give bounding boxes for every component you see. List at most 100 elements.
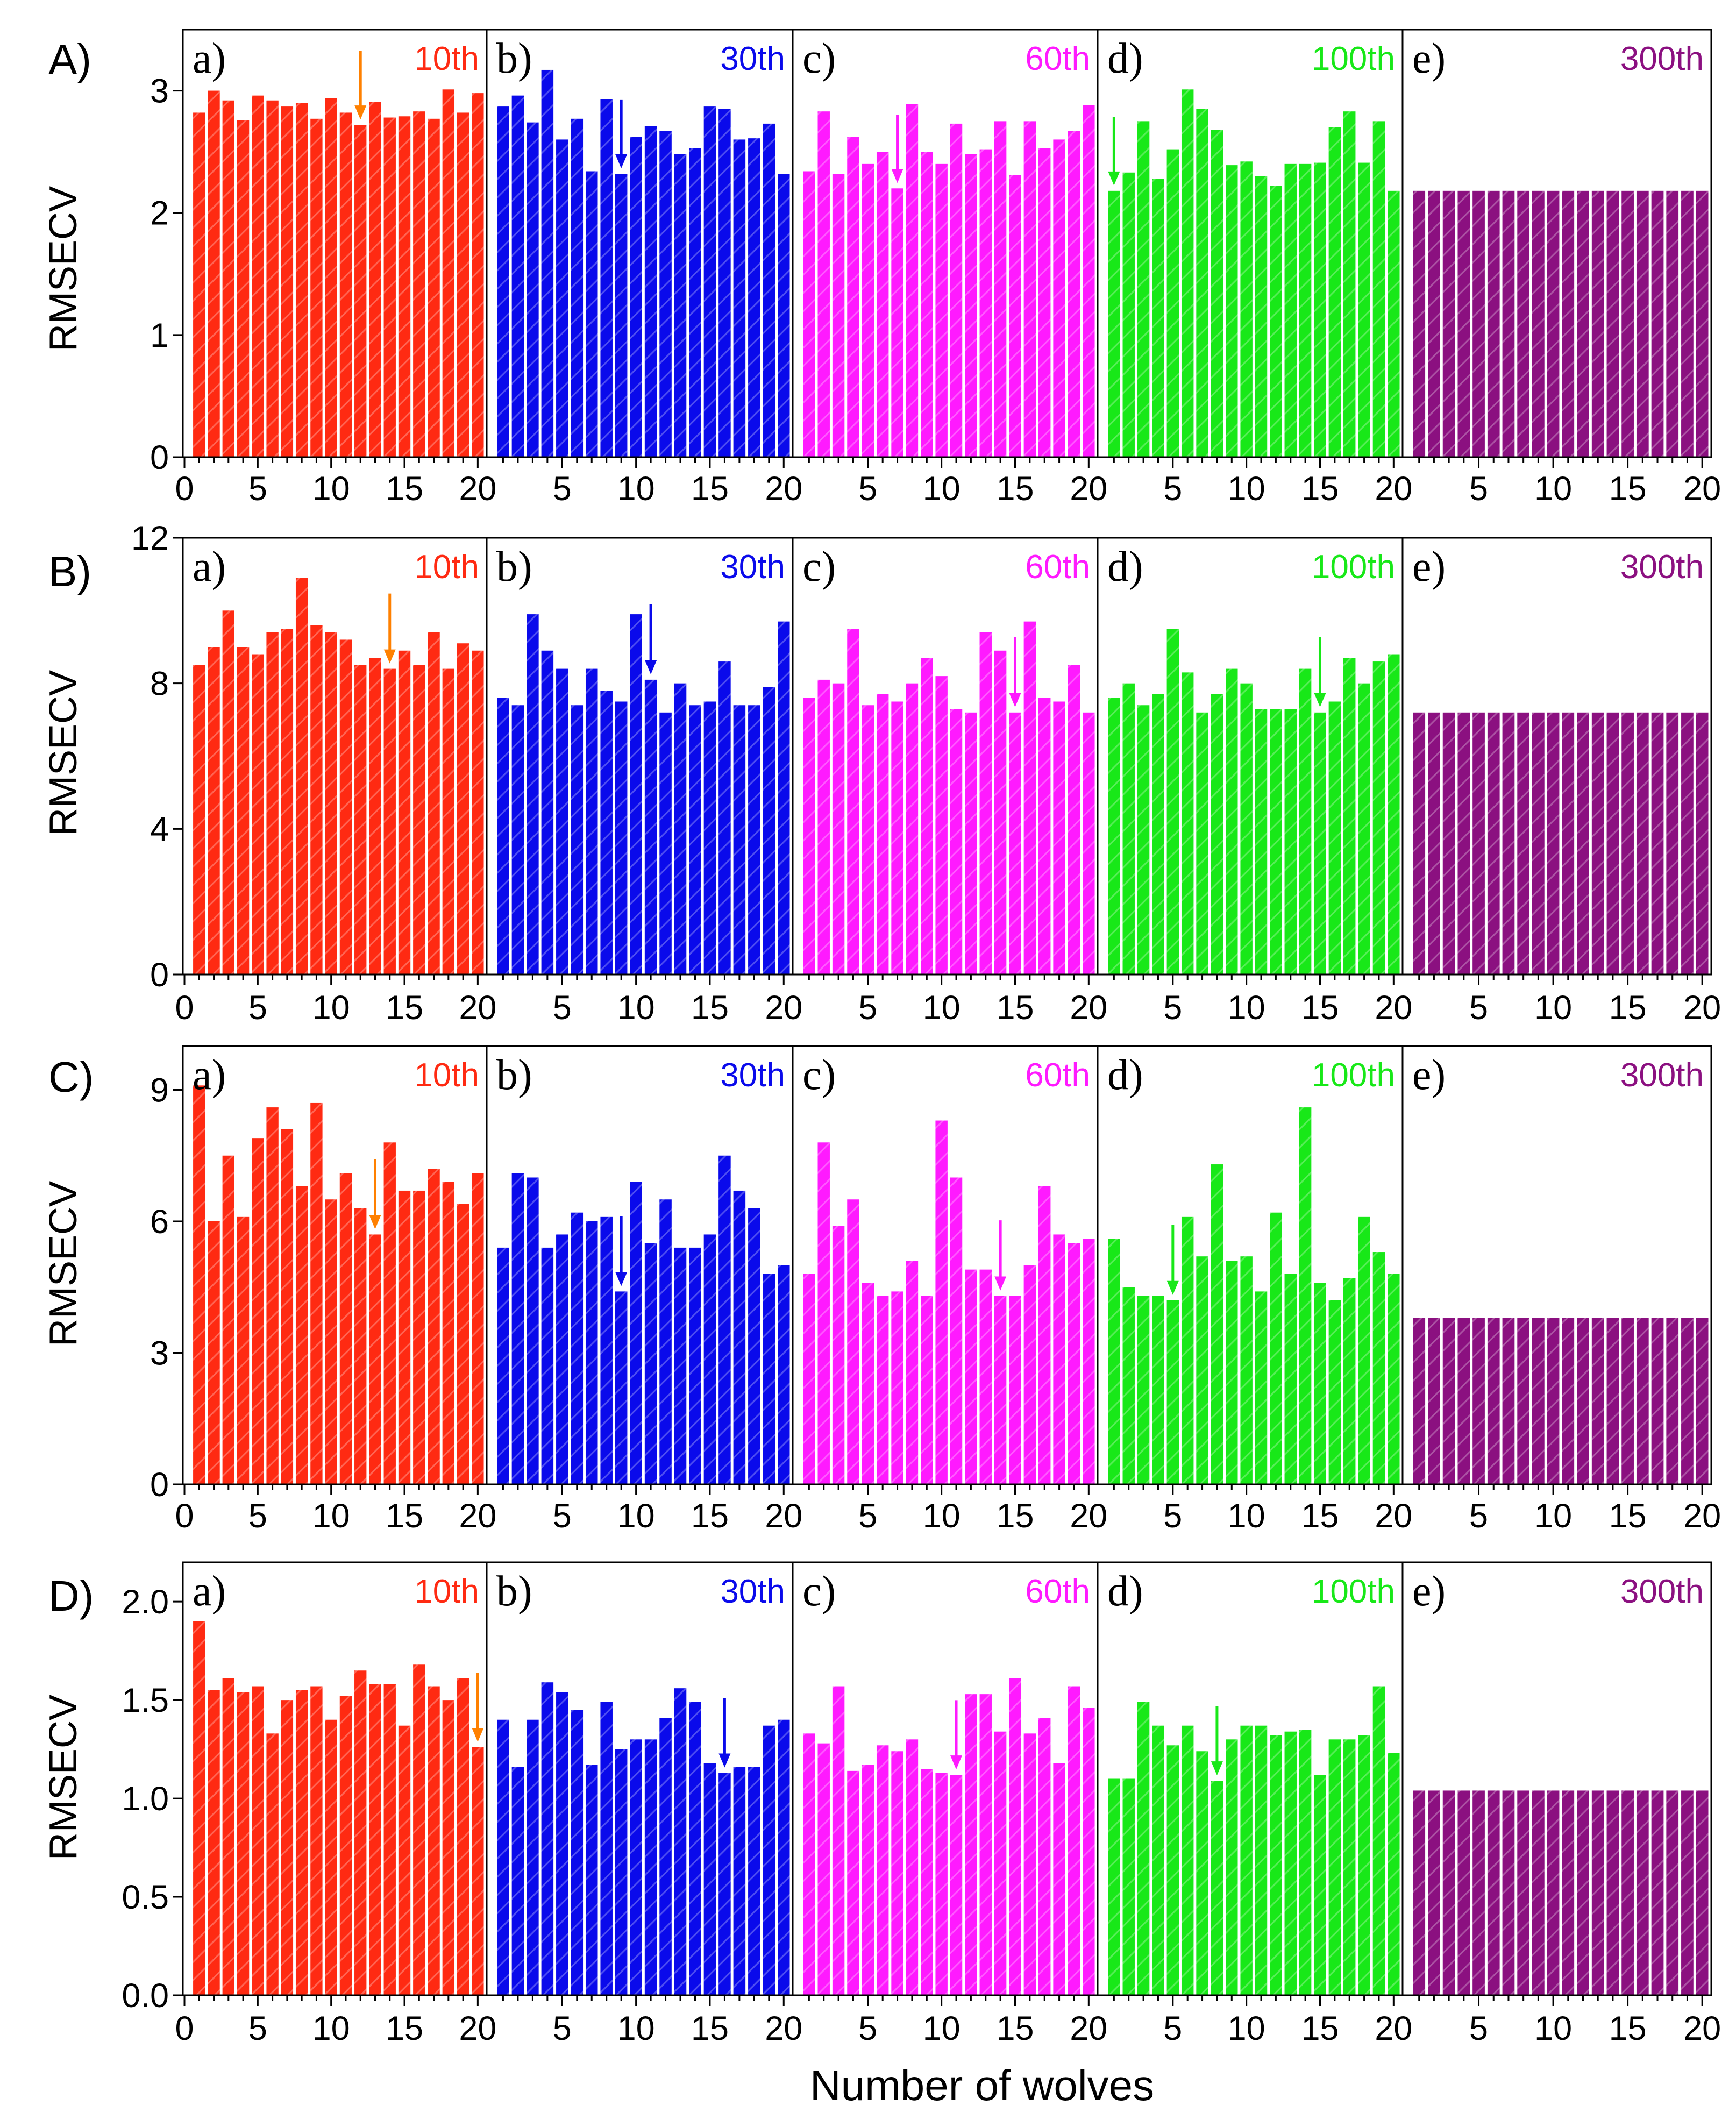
x-tick-label: 20 — [1375, 1497, 1412, 1535]
bar-hatch — [585, 171, 598, 457]
bar-hatch — [1487, 190, 1500, 457]
panel-sub-label: e) — [1412, 1568, 1446, 1615]
bar-hatch — [1562, 712, 1575, 974]
bar-hatch — [862, 1765, 874, 1995]
y-tick-label: 9 — [150, 1072, 169, 1109]
bar-hatch — [1621, 1318, 1634, 1484]
panel-d: 5 10 15 20 d) 100th — [1097, 1561, 1412, 2047]
bar-hatch — [527, 1719, 539, 1995]
bar-hatch — [295, 578, 308, 974]
bar-hatch — [703, 701, 716, 974]
bar-hatch — [1137, 121, 1150, 457]
bar-hatch — [1606, 1318, 1619, 1484]
bar-hatch — [1083, 712, 1095, 974]
bar-hatch — [994, 121, 1007, 457]
bar-hatch — [457, 643, 469, 974]
bar-hatch — [600, 1216, 613, 1484]
x-tick-label: 15 — [1609, 2010, 1647, 2047]
bar-hatch — [950, 1775, 963, 1995]
x-tick-label: 0 — [175, 1497, 194, 1535]
x-tick-label: 15 — [386, 2010, 423, 2047]
bar-hatch — [339, 1173, 352, 1484]
bar-hatch — [266, 632, 279, 974]
bar-hatch — [237, 1216, 250, 1484]
panel-frame — [1401, 537, 1712, 976]
bar-hatch — [1681, 190, 1694, 457]
panel-a: 0 5 10 15 20 a) 10th — [175, 537, 496, 1027]
bar-hatch — [1068, 1686, 1080, 1995]
bar-hatch — [497, 1247, 509, 1484]
bar-hatch — [832, 1226, 845, 1484]
bar-hatch — [733, 1190, 746, 1484]
x-tick-label: 5 — [858, 1497, 877, 1535]
arrow-head — [369, 1215, 381, 1229]
bar-hatch — [585, 1765, 598, 1995]
bar-hatch — [1606, 190, 1619, 457]
panel-e: 5 10 15 20 e) 300th — [1401, 1045, 1721, 1535]
bar-hatch — [1442, 712, 1455, 974]
x-tick-label: 20 — [1070, 2010, 1107, 2047]
bar-hatch — [935, 1773, 948, 1995]
bar-hatch — [1023, 621, 1036, 974]
bar-hatch — [252, 95, 264, 457]
bar-hatch — [1696, 1318, 1709, 1484]
bar-hatch — [1591, 712, 1604, 974]
bar-hatch — [1532, 712, 1545, 974]
bar-hatch — [1636, 190, 1649, 457]
panel-c: 5 10 15 20 c) 60th — [792, 1045, 1107, 1535]
x-tick-label: 15 — [386, 1497, 423, 1535]
bar-hatch — [497, 1719, 509, 1995]
bar-hatch — [1211, 1781, 1223, 1995]
x-tick-label: 10 — [923, 470, 961, 508]
bar-hatch — [1299, 668, 1312, 974]
bar-hatch — [1328, 1739, 1341, 1995]
bar-hatch — [1038, 148, 1051, 457]
x-tick-label: 5 — [858, 2010, 877, 2047]
y-tick-label: 2 — [150, 195, 169, 232]
y-axis-title: RMSECV — [42, 186, 85, 352]
bar-hatch — [1255, 1725, 1268, 1995]
bar-hatch — [965, 712, 977, 974]
bar-hatch — [237, 647, 250, 974]
panel-e: 5 10 15 20 e) 300th — [1401, 1561, 1721, 2047]
x-tick-label: 20 — [1375, 2010, 1412, 2047]
panel-d: 5 10 15 20 d) 100th — [1097, 29, 1412, 508]
panel-sub-label: e) — [1412, 1051, 1446, 1099]
bar-hatch — [644, 1243, 657, 1484]
bar-hatch — [1591, 1318, 1604, 1484]
bar-hatch — [1428, 1790, 1440, 1995]
bar-hatch — [979, 632, 992, 974]
bar-hatch — [935, 1120, 948, 1484]
arrow-head — [1108, 171, 1120, 186]
bar-hatch — [1053, 139, 1065, 457]
bar-hatch — [644, 1739, 657, 1995]
bar-hatch — [398, 1190, 411, 1484]
x-tick-label: 5 — [858, 470, 877, 508]
bar-hatch — [1681, 1318, 1694, 1484]
bar-hatch — [748, 1208, 760, 1484]
x-tick-label: 15 — [996, 989, 1034, 1027]
bar-hatch — [1358, 162, 1370, 458]
bar-hatch — [472, 1747, 484, 1995]
bar-hatch — [703, 1763, 716, 1995]
bar-hatch — [1053, 1763, 1065, 1995]
iteration-label: 300th — [1620, 549, 1704, 586]
bar-hatch — [541, 1682, 554, 1995]
minimum-arrow-icon — [1108, 117, 1120, 186]
bar-hatch — [442, 1700, 455, 1995]
bar-hatch — [1372, 1252, 1385, 1484]
x-tick-label: 5 — [1469, 470, 1488, 508]
bar-hatch — [630, 614, 642, 974]
x-tick-label: 10 — [1228, 2010, 1265, 2047]
x-tick-label: 0 — [175, 989, 194, 1027]
bar-hatch — [965, 1269, 977, 1484]
bar-hatch — [237, 1692, 250, 1995]
bar-hatch — [428, 1169, 440, 1484]
panel-a: 0 5 10 15 20 a) 10th — [175, 1561, 496, 2047]
bar-hatch — [413, 111, 425, 457]
bar-hatch — [1068, 1243, 1080, 1484]
bar-hatch — [354, 665, 367, 974]
bar-hatch — [1651, 190, 1664, 457]
bar-hatch — [659, 712, 672, 974]
bar-hatch — [891, 1751, 903, 1995]
